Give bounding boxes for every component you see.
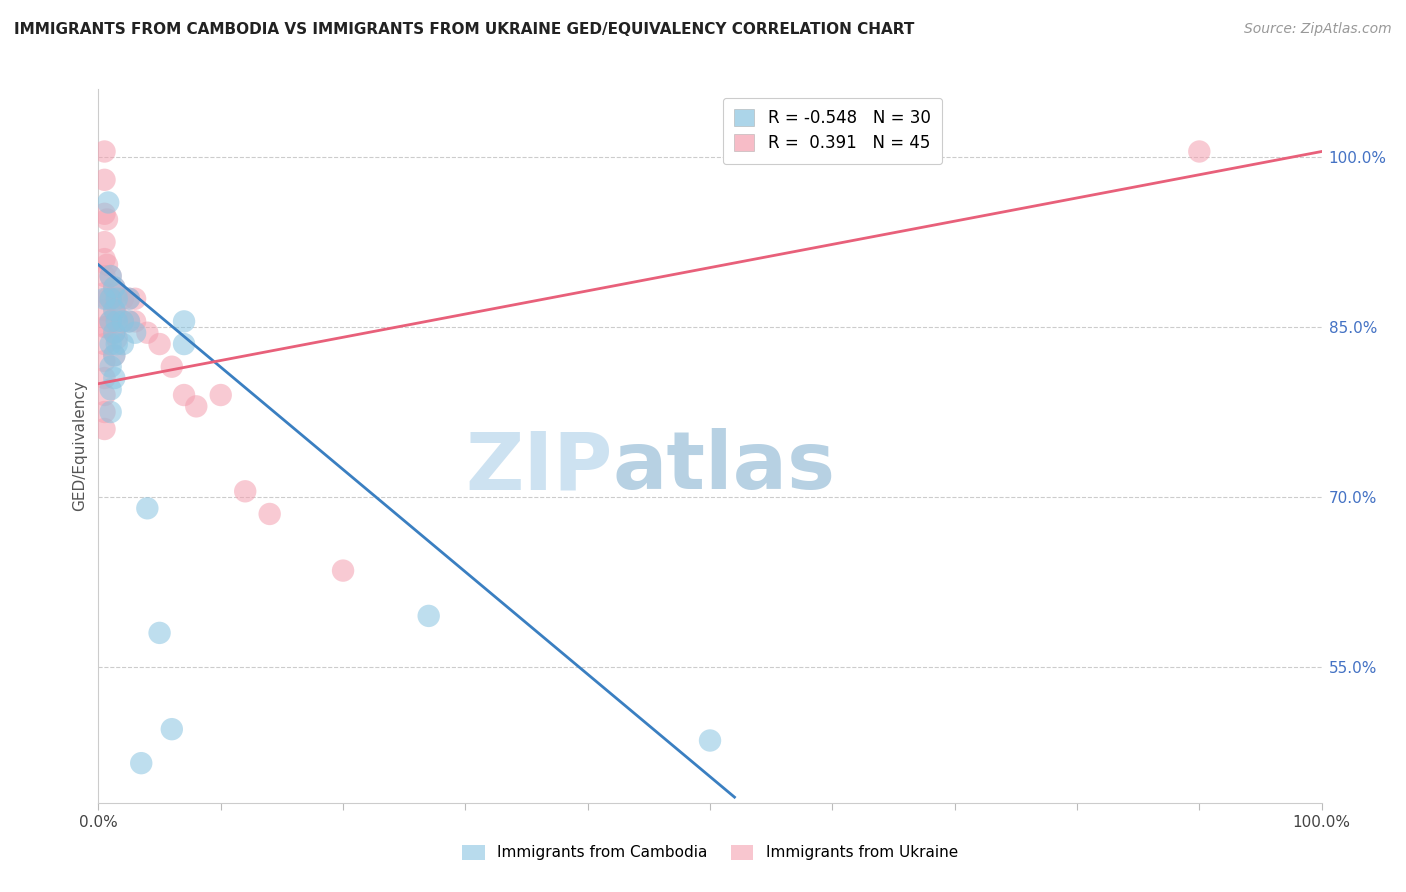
Point	[129, 756, 152, 771]
Point	[103, 371, 125, 385]
Point	[105, 337, 128, 351]
Point	[96, 292, 118, 306]
Point	[332, 564, 354, 578]
Point	[173, 388, 195, 402]
Point	[103, 348, 125, 362]
Point	[105, 292, 128, 306]
Point	[103, 303, 125, 318]
Point	[105, 314, 128, 328]
Point	[93, 354, 115, 368]
Text: Source: ZipAtlas.com: Source: ZipAtlas.com	[1244, 22, 1392, 37]
Point	[111, 292, 134, 306]
Point	[93, 371, 115, 385]
Point	[118, 314, 141, 328]
Point	[100, 337, 122, 351]
Point	[118, 292, 141, 306]
Legend: Immigrants from Cambodia, Immigrants from Ukraine: Immigrants from Cambodia, Immigrants fro…	[456, 838, 965, 866]
Point	[96, 212, 118, 227]
Point	[124, 326, 146, 340]
Point	[93, 337, 115, 351]
Point	[93, 252, 115, 266]
Point	[103, 326, 125, 340]
Point	[93, 320, 115, 334]
Point	[96, 320, 118, 334]
Point	[118, 314, 141, 328]
Point	[103, 348, 125, 362]
Point	[93, 235, 115, 249]
Point	[259, 507, 281, 521]
Point	[100, 292, 122, 306]
Point	[136, 501, 159, 516]
Point	[233, 484, 256, 499]
Point	[103, 280, 125, 294]
Text: ZIP: ZIP	[465, 428, 612, 507]
Point	[209, 388, 232, 402]
Point	[124, 314, 146, 328]
Point	[103, 326, 125, 340]
Point	[93, 269, 115, 284]
Point	[103, 303, 125, 318]
Point	[186, 400, 208, 414]
Point	[93, 292, 115, 306]
Text: atlas: atlas	[612, 428, 835, 507]
Point	[93, 388, 115, 402]
Point	[111, 314, 134, 328]
Point	[699, 733, 721, 747]
Point	[93, 405, 115, 419]
Y-axis label: GED/Equivalency: GED/Equivalency	[72, 381, 87, 511]
Point	[100, 359, 122, 374]
Point	[103, 280, 125, 294]
Point	[93, 173, 115, 187]
Point	[93, 207, 115, 221]
Point	[111, 337, 134, 351]
Point	[418, 608, 440, 623]
Point	[105, 331, 128, 345]
Point	[160, 359, 183, 374]
Point	[100, 383, 122, 397]
Point	[118, 292, 141, 306]
Point	[100, 314, 122, 328]
Point	[105, 286, 128, 301]
Point	[100, 314, 122, 328]
Point	[100, 269, 122, 284]
Point	[124, 292, 146, 306]
Point	[149, 337, 172, 351]
Point	[93, 422, 115, 436]
Point	[100, 292, 122, 306]
Point	[93, 286, 115, 301]
Point	[136, 326, 159, 340]
Text: IMMIGRANTS FROM CAMBODIA VS IMMIGRANTS FROM UKRAINE GED/EQUIVALENCY CORRELATION : IMMIGRANTS FROM CAMBODIA VS IMMIGRANTS F…	[14, 22, 914, 37]
Point	[160, 722, 183, 736]
Point	[97, 195, 120, 210]
Point	[93, 303, 115, 318]
Point	[1188, 145, 1211, 159]
Point	[173, 337, 195, 351]
Point	[100, 269, 122, 284]
Point	[149, 626, 172, 640]
Point	[100, 405, 122, 419]
Point	[96, 258, 118, 272]
Point	[173, 314, 195, 328]
Point	[105, 309, 128, 323]
Point	[93, 145, 115, 159]
Point	[111, 314, 134, 328]
